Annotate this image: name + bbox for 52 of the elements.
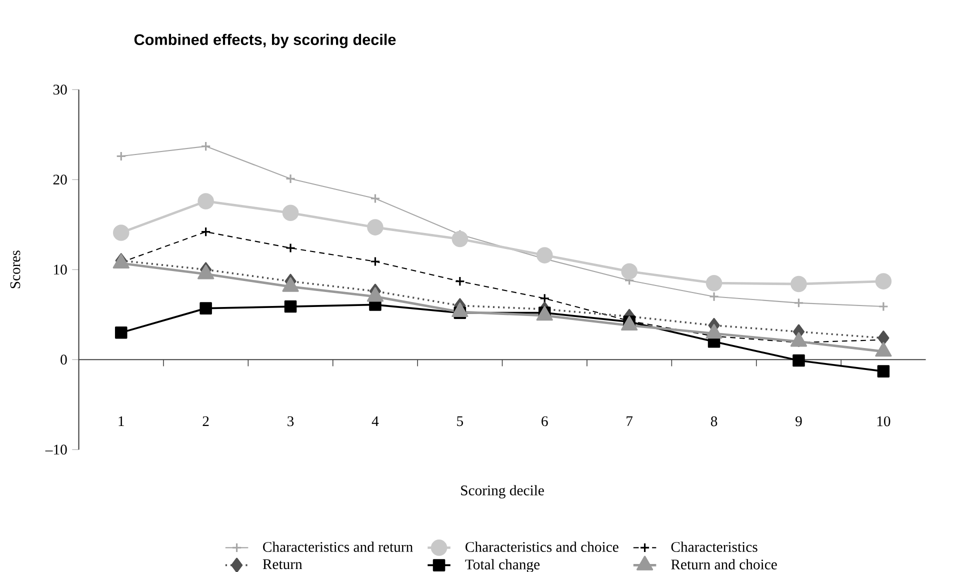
point	[790, 276, 807, 292]
point	[454, 276, 465, 286]
point	[878, 301, 888, 312]
legend-label: Characteristics and return	[263, 542, 413, 552]
legend-label: Total change	[465, 559, 540, 572]
point	[877, 365, 890, 378]
point	[200, 141, 211, 152]
point	[200, 302, 212, 314]
point	[284, 300, 297, 313]
legend-label: Return	[262, 559, 302, 570]
point	[114, 326, 128, 339]
point	[452, 230, 468, 248]
x-tick-label: 10	[877, 416, 890, 426]
point	[621, 263, 638, 280]
point	[540, 293, 550, 304]
legend-label: Return and choice	[671, 559, 777, 570]
y-axis-title: Scores	[10, 250, 20, 288]
y-tick-label: –10	[45, 444, 67, 455]
legend-label: Characteristics and choice	[466, 542, 618, 552]
y-tick-label: 0	[60, 354, 67, 365]
x-tick-label: 8	[710, 416, 718, 426]
point	[367, 219, 384, 236]
point	[792, 354, 805, 367]
point	[706, 274, 722, 292]
point	[536, 247, 553, 264]
point	[282, 204, 299, 222]
point	[198, 193, 214, 210]
x-tick-label: 4	[372, 416, 379, 426]
chart-title: Combined effects, by scoring decile	[134, 34, 396, 48]
x-axis-title: Scoring decile	[461, 485, 544, 498]
y-tick-label: 30	[53, 84, 67, 95]
x-tick-label: 1	[118, 416, 124, 426]
x-tick-label: 3	[288, 416, 294, 426]
x-tick-label: 9	[796, 416, 802, 426]
point	[285, 174, 296, 184]
point	[285, 242, 296, 254]
y-tick-label: 10	[54, 264, 67, 275]
point	[370, 193, 380, 204]
point	[708, 292, 720, 302]
x-tick-label: 6	[542, 416, 548, 426]
y-tick-label: 20	[53, 174, 67, 185]
point	[116, 151, 126, 162]
legend-label: Characteristics	[671, 542, 758, 552]
x-tick-label: 5	[457, 416, 464, 426]
point	[112, 224, 130, 241]
x-tick-label: 2	[202, 416, 209, 426]
point	[200, 226, 211, 237]
point	[794, 298, 804, 308]
point	[370, 256, 380, 267]
x-tick-label: 7	[626, 416, 633, 426]
point	[878, 330, 890, 346]
point	[875, 273, 892, 290]
